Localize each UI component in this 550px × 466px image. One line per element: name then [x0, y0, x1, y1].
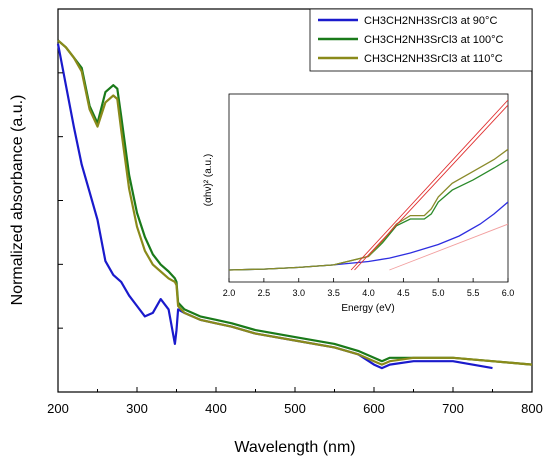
inset-series-line-4: [350, 99, 508, 271]
legend-entry-label: CH3CH2NH3SrCl3 at 100°C: [364, 34, 504, 46]
main-plot: 200 300 400 500 600 700 800 Wavelength (nm) No…: [9, 8, 543, 456]
main-series-line-3: [57, 39, 533, 366]
inset-series-line-5: [354, 104, 508, 271]
main-x-axis-title: Wavelength (nm): [234, 439, 355, 456]
main-x-tick-label: 300: [126, 401, 148, 416]
main-x-tick-label: 500: [284, 401, 306, 416]
main-x-tick-label: 400: [205, 401, 227, 416]
inset-x-axis-title: Energy (eV): [341, 303, 394, 314]
main-x-tick-label: 800: [521, 401, 543, 416]
inset-x-tick-label: 5.0: [432, 288, 445, 298]
inset-x-tick-label: 4.0: [362, 288, 375, 298]
main-x-ticks: 200 300 400 500 600 700 800: [47, 8, 543, 416]
main-y-axis-title: Normalized absorbance (a.u.): [9, 95, 26, 306]
legend-entry-label: CH3CH2NH3SrCl3 at 110°C: [364, 53, 503, 65]
legend-entry-label: CH3CH2NH3SrCl3 at 90°C: [364, 15, 497, 27]
inset-plot: 2.0 2.5 3.0 3.5 4.0 4.5 5.0 5.5 6.0 Energy (eV) …: [203, 93, 515, 314]
main-series-group: [56, 39, 533, 370]
inset-x-tick-label: 5.5: [467, 288, 480, 298]
inset-x-tick-label: 2.5: [258, 288, 271, 298]
inset-x-tick-label: 6.0: [502, 288, 515, 298]
main-x-tick-label: 200: [47, 401, 69, 416]
inset-x-tick-label: 3.5: [327, 288, 340, 298]
inset-series-group: [229, 99, 508, 271]
inset-y-axis-title: (αhν)² (a.u.): [203, 154, 214, 206]
inset-x-tick-label: 3.0: [292, 288, 305, 298]
main-x-tick-label: 600: [363, 401, 385, 416]
inset-x-ticks: 2.0 2.5 3.0 3.5 4.0 4.5 5.0 5.5 6.0: [223, 278, 515, 298]
inset-x-tick-label: 4.5: [397, 288, 410, 298]
inset-series-line-6: [389, 223, 508, 271]
inset-lines: [229, 99, 508, 271]
inset-x-tick-label: 2.0: [223, 288, 236, 298]
main-series-line-2: [57, 39, 533, 366]
main-series-line-1: [56, 43, 493, 370]
legend-entries: CH3CH2NH3SrCl3 at 90°C CH3CH2NH3SrCl3 at …: [318, 15, 504, 65]
inset-plot-frame: [228, 93, 509, 283]
main-x-tick-label: 700: [442, 401, 464, 416]
inset-series-line-3: [229, 148, 508, 271]
legend: CH3CH2NH3SrCl3 at 90°C CH3CH2NH3SrCl3 at …: [309, 8, 533, 72]
